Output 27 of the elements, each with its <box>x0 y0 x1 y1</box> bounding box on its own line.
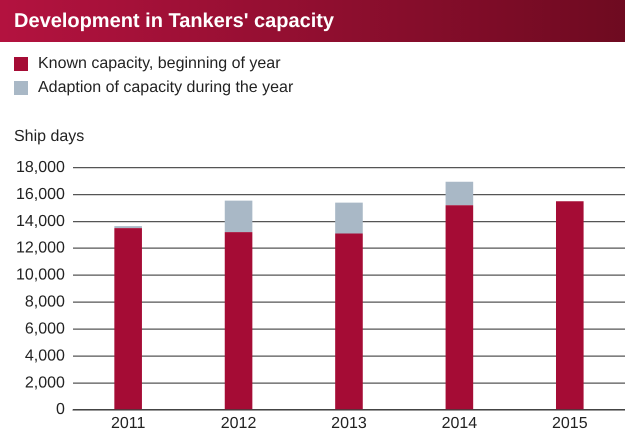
legend-label: Known capacity, beginning of year <box>38 55 281 73</box>
x-tick-label: 2012 <box>220 414 256 432</box>
y-tick-label: 4,000 <box>24 347 66 364</box>
y-tick-label: 10,000 <box>16 266 66 284</box>
bar <box>446 182 474 206</box>
y-tick-label: 14,000 <box>16 212 66 230</box>
bar <box>335 234 363 410</box>
y-tick-label: 8,000 <box>24 294 66 311</box>
bar <box>224 200 252 232</box>
x-tick-label: 2013 <box>331 414 367 432</box>
bar <box>446 205 474 410</box>
bar <box>556 201 584 410</box>
chart-title: Development in Tankers' capacity <box>0 0 625 42</box>
y-tick-label: 18,000 <box>16 159 66 176</box>
x-tick-label: 2014 <box>442 414 478 432</box>
y-tick-label: 2,000 <box>24 374 66 392</box>
y-tick-label: 16,000 <box>16 186 66 203</box>
bar <box>335 202 363 234</box>
y-tick-label: 0 <box>56 401 66 418</box>
bar <box>224 232 252 410</box>
y-axis-title: Ship days <box>14 128 84 146</box>
x-tick-label: 2011 <box>110 414 146 432</box>
y-tick-label: 12,000 <box>16 240 66 257</box>
legend-label: Adaption of capacity during the year <box>38 79 294 97</box>
x-tick-label: 2015 <box>552 414 588 432</box>
y-tick-label: 6,000 <box>24 320 66 338</box>
bar <box>114 228 142 410</box>
